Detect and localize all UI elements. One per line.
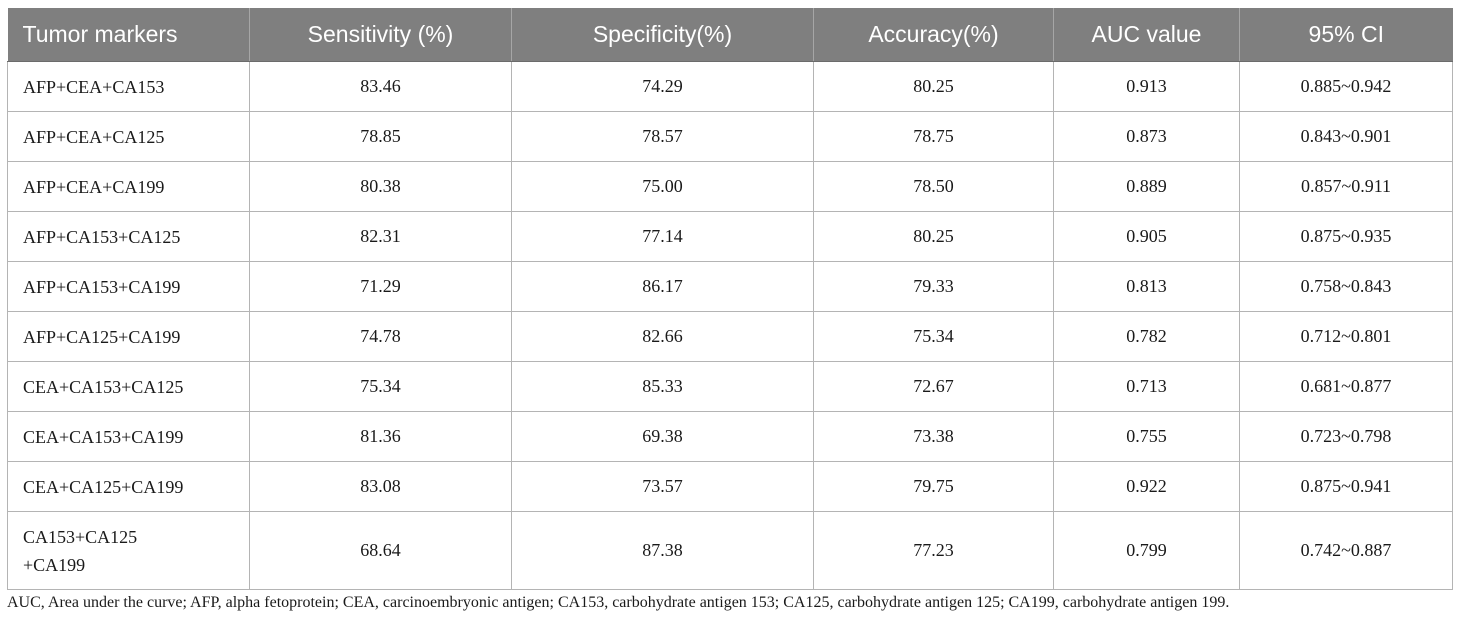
cell-95-ci: 0.885~0.942 [1239,61,1453,112]
cell-auc-value: 0.913 [1053,61,1240,112]
marker-text: CA153+CA125 [23,526,138,547]
cell-accuracy: 73.38 [813,411,1054,462]
marker-text: AFP+CEA+CA153 [23,76,165,97]
header-accuracy: Accuracy(%) [813,8,1054,62]
table-container: Tumor markers Sensitivity (%) Specificit… [7,8,1453,590]
cell-sensitivity: 68.64 [249,511,512,590]
cell-sensitivity: 78.85 [249,111,512,162]
cell-specificity: 69.38 [511,411,814,462]
table-footnote: AUC, Area under the curve; AFP, alpha fe… [7,594,1230,611]
cell-specificity: 87.38 [511,511,814,590]
header-auc-value: AUC value [1053,8,1240,62]
cell-accuracy: 72.67 [813,361,1054,412]
cell-accuracy: 78.75 [813,111,1054,162]
cell-accuracy: 80.25 [813,61,1054,112]
marker-text: AFP+CA125+CA199 [23,326,181,347]
cell-specificity: 85.33 [511,361,814,412]
cell-auc-value: 0.905 [1053,211,1240,262]
table-row: CA153+CA125 +CA199 68.64 87.38 77.23 0.799 0.7… [7,511,1453,590]
marker-text: AFP+CA153+CA199 [23,276,181,297]
cell-accuracy: 78.50 [813,161,1054,212]
marker-text: AFP+CEA+CA125 [23,126,165,147]
cell-auc-value: 0.782 [1053,311,1240,362]
header-row: Tumor markers Sensitivity (%) Specificit… [7,8,1453,62]
cell-95-ci: 0.758~0.843 [1239,261,1453,312]
cell-sensitivity: 83.46 [249,61,512,112]
table-row: AFP+CA153+CA125 82.31 77.14 80.25 0.905 0.875… [7,211,1453,262]
cell-95-ci: 0.875~0.941 [1239,461,1453,512]
cell-sensitivity: 71.29 [249,261,512,312]
cell-auc-value: 0.889 [1053,161,1240,212]
cell-tumor-markers: AFP+CEA+CA153 [7,61,250,112]
cell-tumor-markers: AFP+CA153+CA199 [7,261,250,312]
cell-tumor-markers: AFP+CA153+CA125 [7,211,250,262]
cell-95-ci: 0.857~0.911 [1239,161,1453,212]
header-specificity: Specificity(%) [511,8,814,62]
cell-tumor-markers: CA153+CA125 +CA199 [7,511,250,590]
cell-auc-value: 0.755 [1053,411,1240,462]
cell-specificity: 74.29 [511,61,814,112]
cell-accuracy: 77.23 [813,511,1054,590]
cell-95-ci: 0.723~0.798 [1239,411,1453,462]
table-row: AFP+CA153+CA199 71.29 86.17 79.33 0.813 0.758… [7,261,1453,312]
marker-text: AFP+CEA+CA199 [23,176,165,197]
cell-sensitivity: 75.34 [249,361,512,412]
marker-text: CEA+CA153+CA199 [23,426,184,447]
table-row: AFP+CEA+CA199 80.38 75.00 78.50 0.889 0.857~0… [7,161,1453,212]
table-row: CEA+CA153+CA199 81.36 69.38 73.38 0.755 0.723… [7,411,1453,462]
cell-sensitivity: 82.31 [249,211,512,262]
cell-sensitivity: 81.36 [249,411,512,462]
cell-accuracy: 79.33 [813,261,1054,312]
cell-specificity: 75.00 [511,161,814,212]
cell-auc-value: 0.713 [1053,361,1240,412]
cell-specificity: 77.14 [511,211,814,262]
cell-sensitivity: 83.08 [249,461,512,512]
cell-tumor-markers: AFP+CA125+CA199 [7,311,250,362]
cell-tumor-markers: AFP+CEA+CA199 [7,161,250,212]
marker-text: CEA+CA125+CA199 [23,476,184,497]
cell-auc-value: 0.873 [1053,111,1240,162]
cell-tumor-markers: CEA+CA125+CA199 [7,461,250,512]
cell-specificity: 86.17 [511,261,814,312]
cell-accuracy: 79.75 [813,461,1054,512]
cell-accuracy: 75.34 [813,311,1054,362]
header-tumor-markers: Tumor markers [7,8,250,62]
cell-sensitivity: 74.78 [249,311,512,362]
cell-tumor-markers: CEA+CA153+CA125 [7,361,250,412]
header-sensitivity: Sensitivity (%) [249,8,512,62]
cell-95-ci: 0.712~0.801 [1239,311,1453,362]
cell-95-ci: 0.742~0.887 [1239,511,1453,590]
table-row: CEA+CA153+CA125 75.34 85.33 72.67 0.713 0.681… [7,361,1453,412]
table-row: AFP+CA125+CA199 74.78 82.66 75.34 0.782 0.712… [7,311,1453,362]
table-row: AFP+CEA+CA125 78.85 78.57 78.75 0.873 0.843~0… [7,111,1453,162]
table-row: CEA+CA125+CA199 83.08 73.57 79.75 0.922 0.875… [7,461,1453,512]
cell-95-ci: 0.681~0.877 [1239,361,1453,412]
cell-specificity: 82.66 [511,311,814,362]
table-row: AFP+CEA+CA153 83.46 74.29 80.25 0.913 0.885~0… [7,61,1453,112]
cell-auc-value: 0.922 [1053,461,1240,512]
cell-95-ci: 0.843~0.901 [1239,111,1453,162]
cell-auc-value: 0.799 [1053,511,1240,590]
cell-tumor-markers: AFP+CEA+CA125 [7,111,250,162]
cell-sensitivity: 80.38 [249,161,512,212]
cell-95-ci: 0.875~0.935 [1239,211,1453,262]
cell-specificity: 78.57 [511,111,814,162]
header-95-ci: 95% CI [1239,8,1453,62]
table-header: Tumor markers Sensitivity (%) Specificit… [7,8,1453,62]
tumor-markers-table: Tumor markers Sensitivity (%) Specificit… [7,8,1453,590]
cell-specificity: 73.57 [511,461,814,512]
cell-accuracy: 80.25 [813,211,1054,262]
cell-auc-value: 0.813 [1053,261,1240,312]
table-body: AFP+CEA+CA153 83.46 74.29 80.25 0.913 0.885~0… [7,61,1453,590]
marker-text: +CA199 [23,554,86,575]
marker-text: AFP+CA153+CA125 [23,226,181,247]
marker-text: CEA+CA153+CA125 [23,376,184,397]
cell-tumor-markers: CEA+CA153+CA199 [7,411,250,462]
